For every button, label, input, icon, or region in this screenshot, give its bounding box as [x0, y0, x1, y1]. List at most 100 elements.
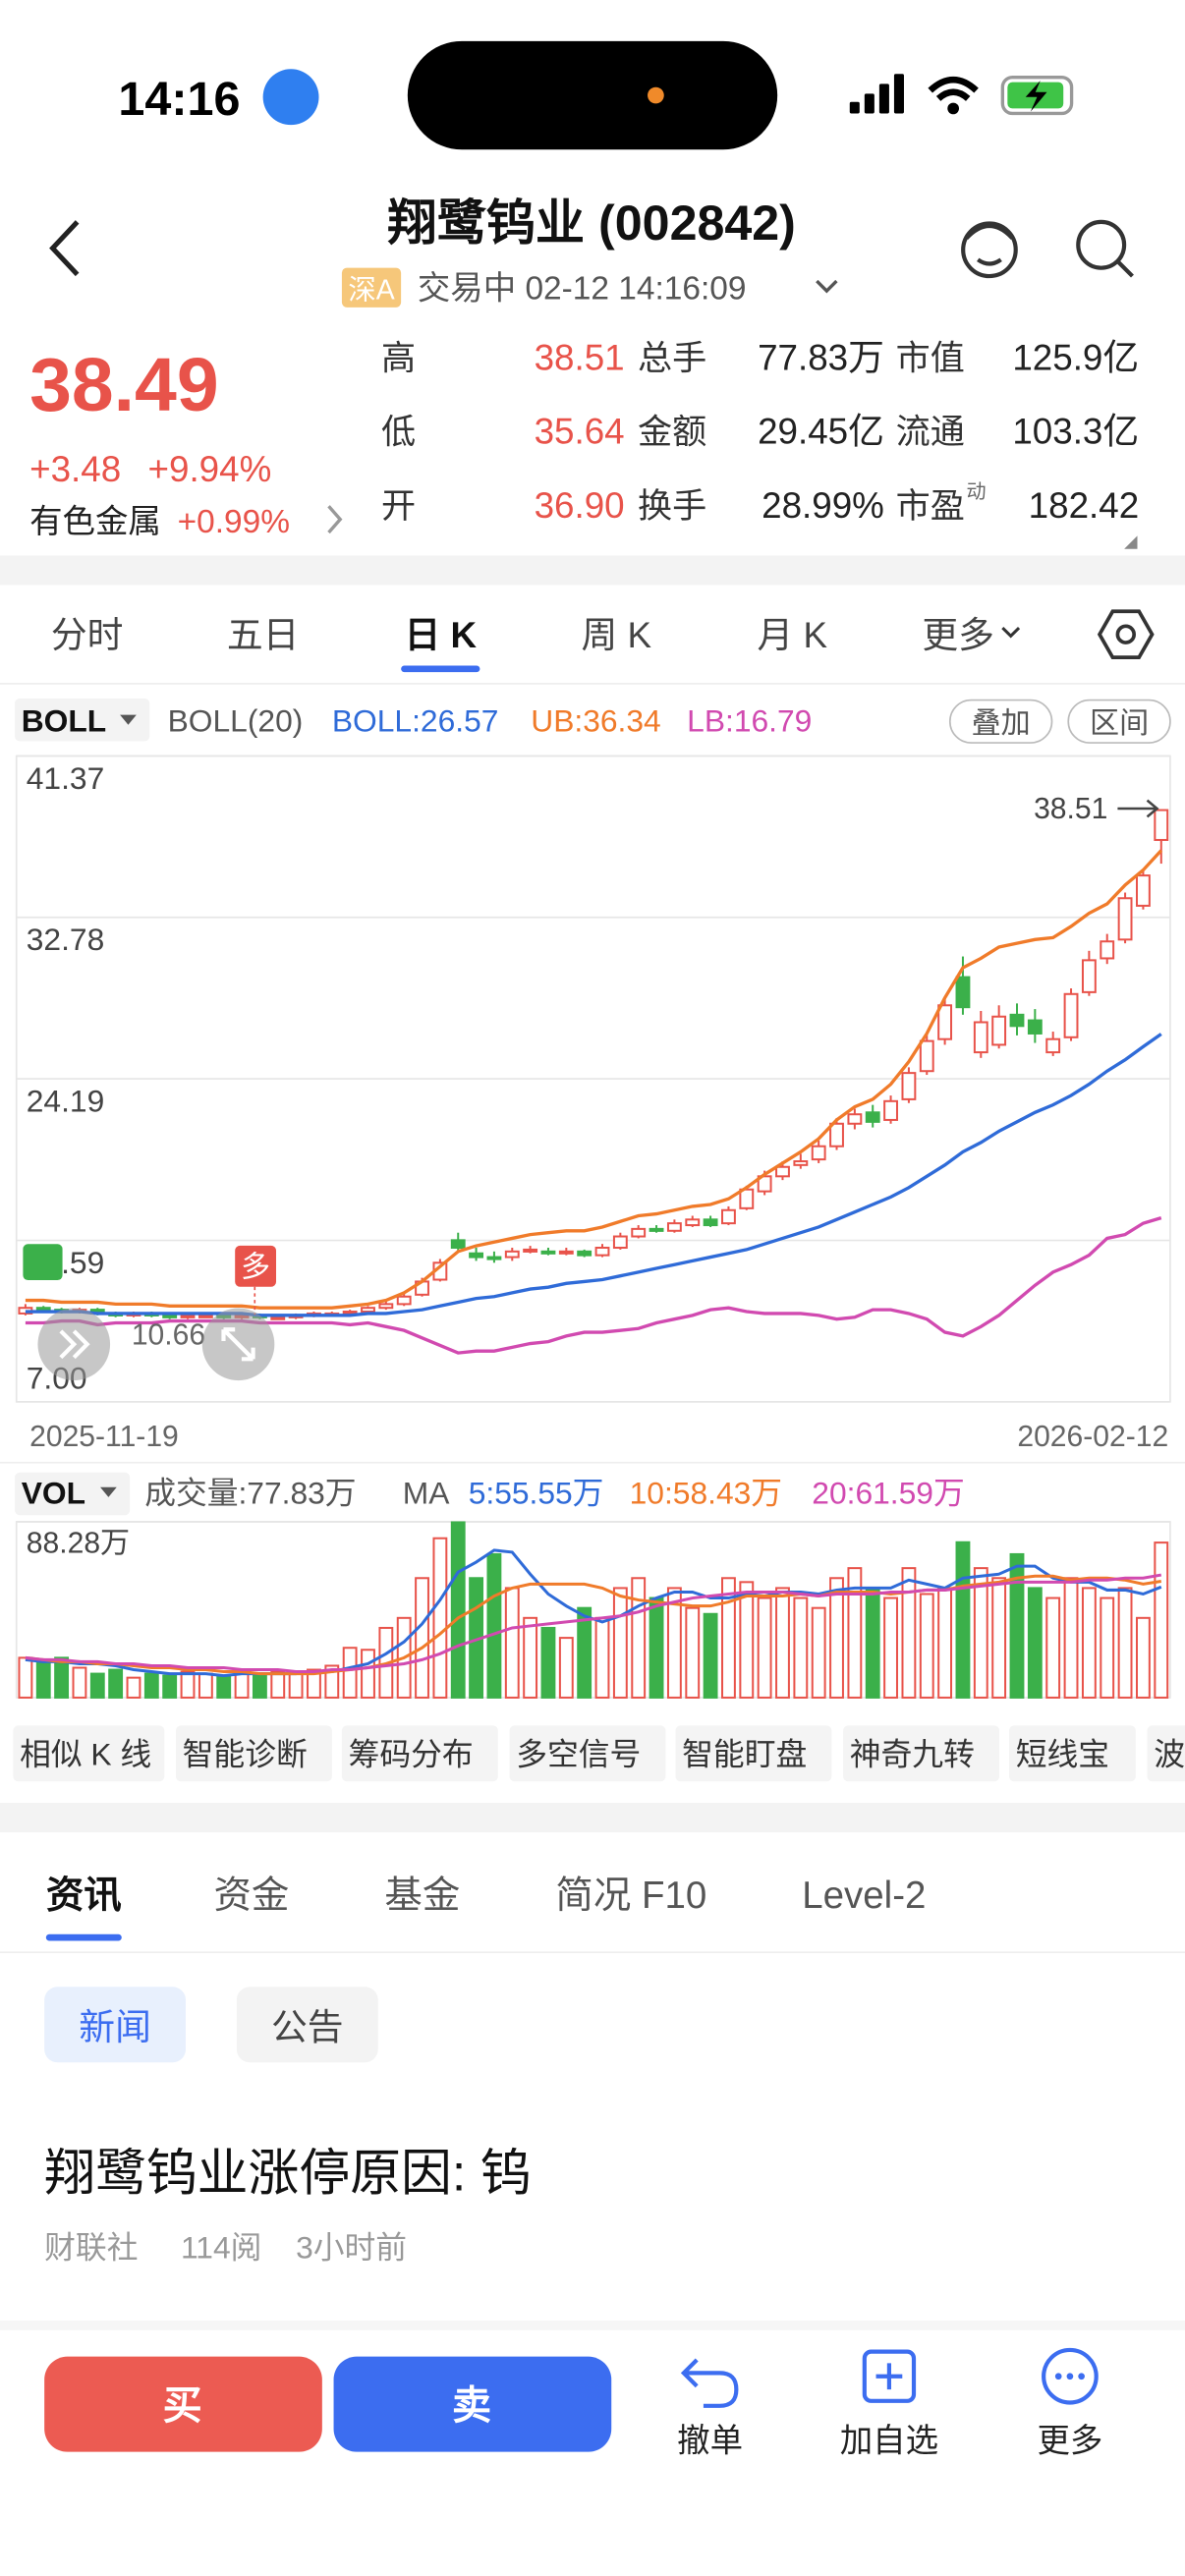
vol-select[interactable]: VOL — [22, 1476, 85, 1511]
start-date: 2025-11-19 — [29, 1421, 179, 1453]
wifi-dot — [947, 102, 960, 115]
sell-button[interactable] — [333, 2356, 612, 2452]
news-tab[interactable]: 资讯 — [46, 1875, 122, 1917]
stat-value: 36.90 — [535, 485, 625, 526]
signal-badge — [23, 1244, 63, 1281]
volume-bar — [558, 1637, 574, 1699]
subtab-pill[interactable] — [44, 1987, 187, 2063]
volume-bar — [1117, 1587, 1133, 1699]
ma-line — [25, 1574, 1162, 1676]
bottom-actions: 撤单 加自选 更多 — [677, 2424, 1102, 2460]
dynamic-island — [407, 40, 778, 150]
volume-bar — [1154, 1541, 1169, 1699]
action-label[interactable]: 撤单 — [677, 2424, 743, 2460]
chart-button-label: 叠加 — [972, 707, 1031, 740]
chart-button[interactable] — [1067, 699, 1171, 744]
candle-body — [1045, 1037, 1061, 1054]
action-label[interactable]: 加自选 — [840, 2424, 938, 2460]
candle-body — [1027, 1019, 1043, 1035]
volume-bar — [18, 1656, 33, 1699]
tool-chip[interactable] — [175, 1725, 332, 1782]
volume-bar — [324, 1664, 340, 1699]
back-button[interactable] — [49, 220, 80, 277]
news-tab[interactable]: 基金 — [384, 1875, 460, 1917]
search-icon[interactable] — [1076, 219, 1134, 278]
tool-chip[interactable] — [341, 1725, 498, 1782]
sector[interactable]: 有色金属 — [29, 504, 161, 540]
candle-body — [361, 1307, 375, 1314]
volume-bar — [937, 1587, 953, 1699]
news-tab[interactable]: Level-2 — [802, 1875, 926, 1917]
settings-icon[interactable] — [1097, 609, 1155, 659]
volume-bar — [1063, 1577, 1079, 1699]
signal-icon — [849, 74, 904, 114]
tool-chip[interactable] — [13, 1725, 165, 1782]
island-dot — [648, 86, 664, 104]
candle-body — [577, 1250, 592, 1257]
volume-bar — [162, 1674, 178, 1699]
candle-body — [1117, 897, 1133, 941]
tool-label: 智能诊断 — [183, 1736, 308, 1771]
signal-label: 多 — [241, 1252, 270, 1284]
volume-bar — [342, 1647, 358, 1699]
indicator-box[interactable] — [15, 698, 150, 742]
buy-button[interactable] — [44, 2356, 322, 2452]
tool-chip[interactable] — [1147, 1725, 1185, 1782]
volume-bar — [1100, 1596, 1115, 1699]
period-tab[interactable]: 日 K — [404, 615, 477, 655]
stats-corner — [1124, 535, 1138, 549]
active-underline — [401, 665, 480, 673]
indicator-select[interactable]: BOLL — [22, 702, 106, 738]
volume-bar — [955, 1540, 971, 1699]
cancel-icon[interactable] — [680, 2358, 739, 2408]
kline-buttons: 叠加 区间 — [948, 699, 1171, 744]
candle-body — [847, 1113, 863, 1125]
y-tick-label: 24.19 — [27, 1084, 105, 1119]
news-tab[interactable]: 简况 F10 — [555, 1875, 706, 1917]
watch-icon[interactable] — [862, 2349, 917, 2403]
active-underline — [45, 1933, 122, 1941]
vol-box[interactable] — [15, 1472, 131, 1516]
market-badge — [341, 267, 402, 308]
volume-bar — [1136, 1616, 1151, 1699]
tool-chip[interactable] — [843, 1725, 999, 1782]
chart-button[interactable] — [948, 699, 1053, 744]
news-tab[interactable]: 资金 — [213, 1875, 289, 1917]
avatar-icon[interactable] — [961, 221, 1018, 279]
period-tab[interactable]: 月 K — [757, 615, 827, 655]
status-chevron[interactable] — [816, 279, 838, 294]
candle-body — [973, 1021, 988, 1054]
scroll-left-glyph — [59, 1329, 90, 1360]
stat-label-sup: 动 — [967, 480, 987, 503]
period-tab[interactable]: 周 K — [581, 615, 651, 655]
stat-label: 总手 — [638, 339, 706, 377]
period-tab[interactable]: 分时 — [51, 615, 124, 655]
candle-body — [919, 1039, 934, 1073]
y-tick-label: 88.28万 — [27, 1528, 130, 1560]
candle-body — [991, 1015, 1007, 1046]
vol-ma-label: MA — [403, 1476, 450, 1511]
period-tab[interactable]: 五日 — [227, 615, 300, 655]
legend-entry: BOLL:26.57 — [332, 702, 499, 738]
stats-grid: 高 38.51 总手 77.83万 市值 125.9亿低 35.64 金额 29.45亿 流通 10… — [381, 337, 1139, 526]
more-icon[interactable] — [1042, 2347, 1099, 2405]
tool-chip[interactable] — [1009, 1725, 1136, 1782]
sector-chevron[interactable] — [327, 505, 343, 534]
volume-bar — [847, 1567, 863, 1699]
tool-chip[interactable] — [509, 1725, 666, 1782]
indicator-caret — [120, 714, 137, 725]
volume-bar — [1045, 1596, 1061, 1699]
article-title[interactable]: 翔鹭钨业涨停原因: 钨 — [44, 2145, 531, 2202]
volume-bar — [666, 1587, 682, 1699]
action-label[interactable]: 更多 — [1037, 2424, 1102, 2460]
subtab-pill[interactable] — [236, 1987, 378, 2063]
tool-chip[interactable] — [675, 1725, 832, 1782]
stat-value: 77.83万 — [758, 337, 884, 377]
volume-bar — [1027, 1587, 1043, 1699]
charging-bolt — [1025, 81, 1047, 112]
more-chevron[interactable] — [1001, 626, 1021, 639]
candle-body — [396, 1295, 412, 1306]
candle-body — [180, 1314, 196, 1318]
period-tab[interactable]: 更多 — [922, 615, 994, 655]
